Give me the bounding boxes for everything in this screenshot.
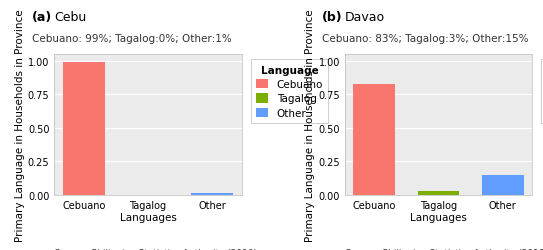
- Legend: Cebuano, Tagalog, Other: Cebuano, Tagalog, Other: [541, 60, 543, 124]
- Text: Cebuano: 83%; Tagalog:3%; Other:15%: Cebuano: 83%; Tagalog:3%; Other:15%: [322, 34, 529, 44]
- Bar: [482, 175, 523, 195]
- Text: Cebu: Cebu: [54, 11, 86, 24]
- Bar: [418, 191, 459, 195]
- Text: (b): (b): [322, 11, 343, 24]
- Y-axis label: Primary Language in Households in Province: Primary Language in Households in Provin…: [306, 9, 315, 241]
- Bar: [191, 194, 233, 195]
- X-axis label: Languages: Languages: [410, 212, 467, 222]
- Bar: [63, 63, 105, 195]
- Y-axis label: Primary Language in Households in Province: Primary Language in Households in Provin…: [15, 9, 25, 241]
- Text: Source: Philippine Statistics Authority (2010): Source: Philippine Statistics Authority …: [54, 248, 257, 250]
- Text: (a): (a): [32, 11, 52, 24]
- Legend: Cebuano, Tagalog, Other: Cebuano, Tagalog, Other: [251, 60, 329, 124]
- Text: Source: Philippine Statistics Authority (2010): Source: Philippine Statistics Authority …: [345, 248, 543, 250]
- Text: Cebuano: 99%; Tagalog:0%; Other:1%: Cebuano: 99%; Tagalog:0%; Other:1%: [32, 34, 231, 44]
- Text: Davao: Davao: [345, 11, 385, 24]
- Bar: [353, 84, 395, 195]
- X-axis label: Languages: Languages: [119, 212, 176, 222]
